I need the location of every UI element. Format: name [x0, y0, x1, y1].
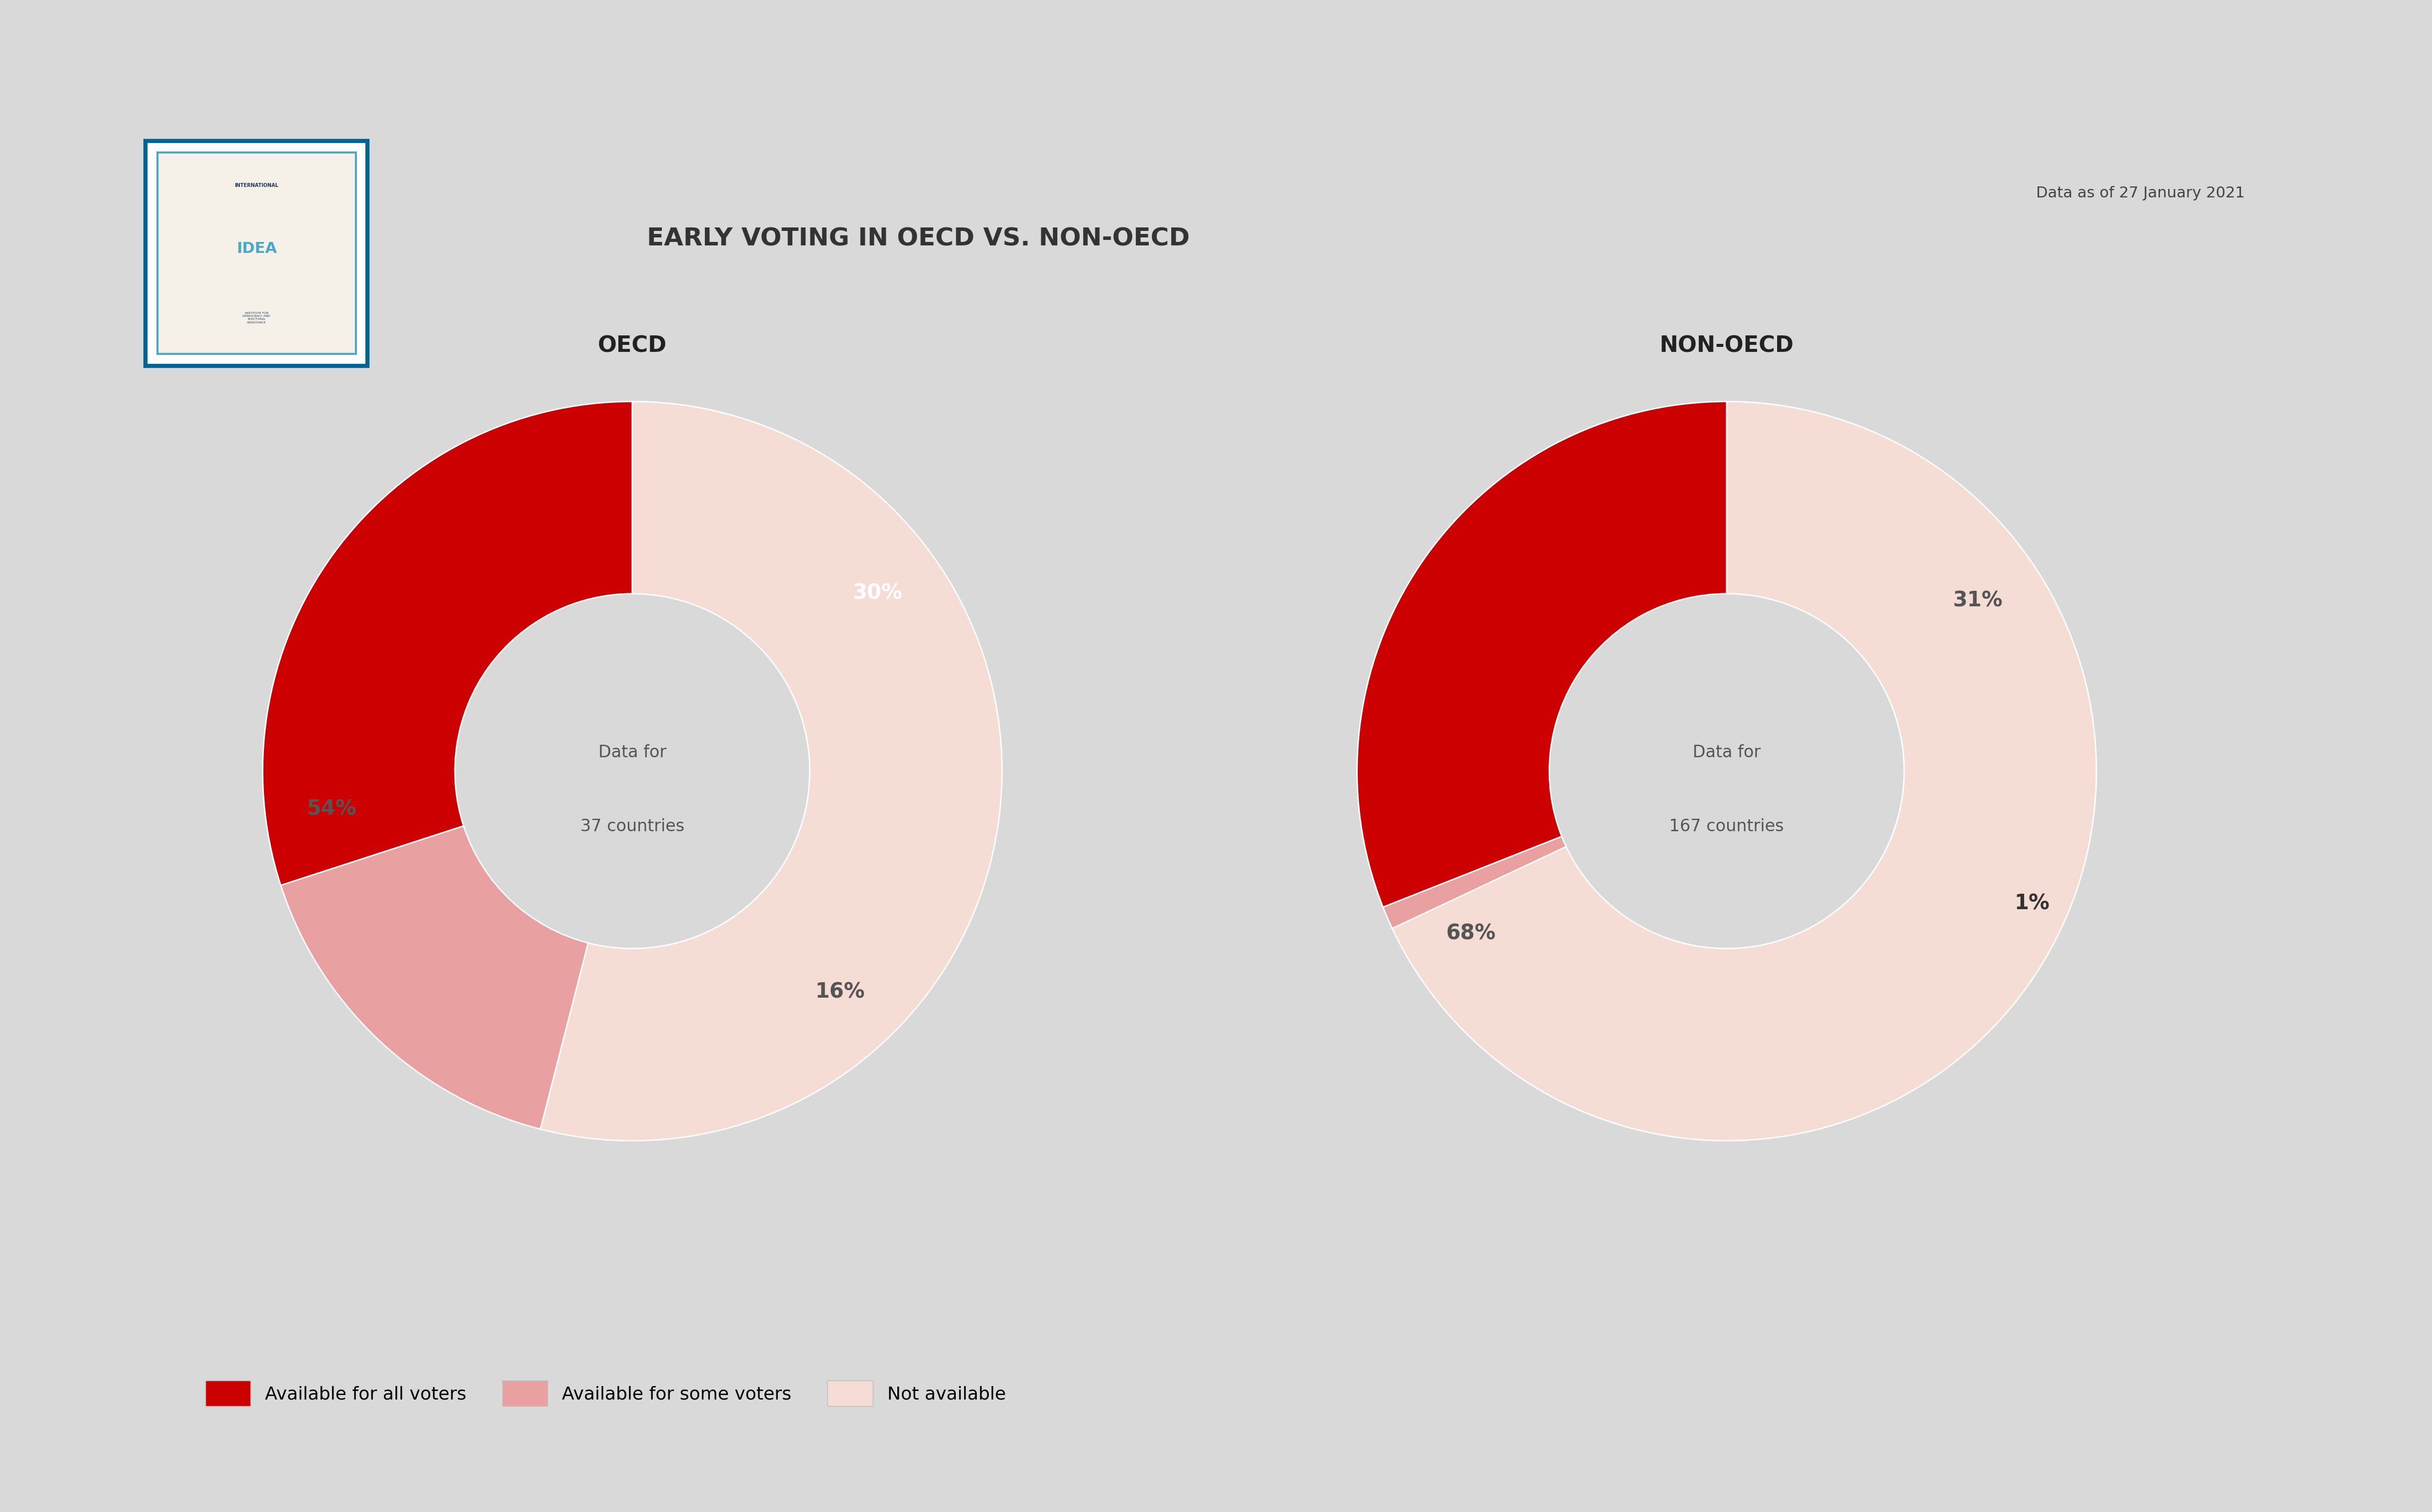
Wedge shape: [280, 826, 589, 1129]
Text: OECD: OECD: [598, 336, 666, 357]
Text: EARLY VOTING IN OECD VS. NON-OECD: EARLY VOTING IN OECD VS. NON-OECD: [647, 227, 1189, 251]
Text: 68%: 68%: [1447, 922, 1496, 943]
Wedge shape: [1357, 402, 1727, 907]
Text: Data for: Data for: [1693, 744, 1761, 761]
FancyBboxPatch shape: [146, 141, 367, 366]
Wedge shape: [1391, 402, 2096, 1140]
Text: INTERNATIONAL: INTERNATIONAL: [233, 183, 280, 187]
FancyBboxPatch shape: [158, 153, 355, 354]
Wedge shape: [263, 402, 632, 886]
Text: 1%: 1%: [2014, 892, 2050, 913]
Text: 167 countries: 167 countries: [1668, 818, 1785, 835]
Text: 37 countries: 37 countries: [581, 818, 683, 835]
Text: 54%: 54%: [306, 798, 358, 820]
Text: 30%: 30%: [854, 582, 902, 603]
Text: 31%: 31%: [1953, 590, 2002, 611]
Text: Data for: Data for: [598, 744, 666, 761]
Legend: Available for all voters, Available for some voters, Not available: Available for all voters, Available for …: [197, 1371, 1014, 1415]
Text: IDEA: IDEA: [236, 242, 277, 256]
Text: INSTITUTE FOR
DEMOCRACY AND
ELECTORAL
ASSISTANCE: INSTITUTE FOR DEMOCRACY AND ELECTORAL AS…: [243, 311, 270, 324]
Text: 16%: 16%: [815, 981, 866, 1002]
Text: NON-OECD: NON-OECD: [1659, 336, 1795, 357]
Text: Data as of 27 January 2021: Data as of 27 January 2021: [2036, 186, 2245, 201]
Wedge shape: [1384, 836, 1566, 928]
Wedge shape: [540, 402, 1002, 1140]
